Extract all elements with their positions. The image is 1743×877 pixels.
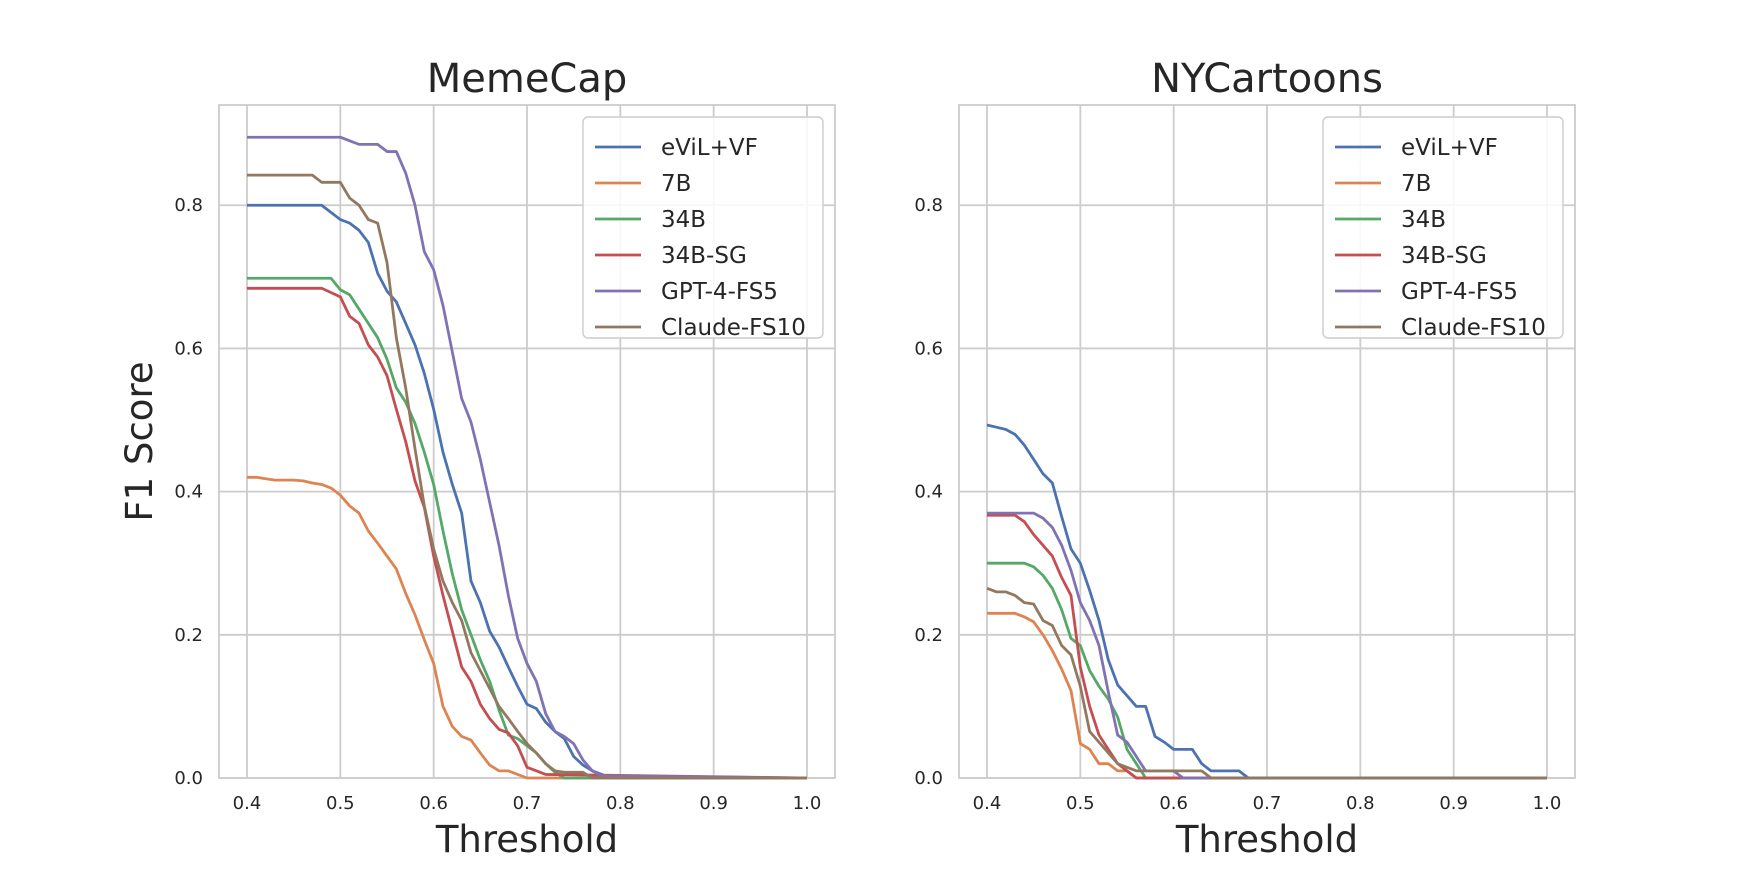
x-tick-label: 0.9 [699, 793, 728, 814]
x-tick-label: 0.7 [513, 793, 542, 814]
legend: eViL+VF 7B 34B 34B-SG GPT-4-FS5 Claude-FS10 [1322, 116, 1564, 341]
x-tick-label: 1.0 [793, 793, 822, 814]
y-tick-label: 0.4 [174, 482, 203, 503]
legend-label: 7B [1401, 171, 1431, 197]
legend-label: eViL+VF [1401, 135, 1498, 161]
legend-label: 34B-SG [1401, 243, 1487, 269]
x-tick-label: 0.5 [326, 793, 355, 814]
series-line-claude-fs10 [986, 586, 1547, 780]
x-tick-label: 0.8 [1346, 793, 1375, 814]
series-line-34b [987, 561, 1547, 780]
y-tick-label: 0.8 [174, 195, 203, 216]
x-axis-label: Threshold [435, 818, 618, 861]
legend: eViL+VF 7B 34B 34B-SG GPT-4-FS5 Claude-FS10 [582, 116, 824, 341]
x-tick-label: 0.4 [233, 793, 262, 814]
series-line-evil-vf [986, 423, 1547, 780]
y-tick-label: 0.8 [914, 195, 943, 216]
x-tick-label: 0.5 [1066, 793, 1095, 814]
legend-label: 34B [661, 207, 706, 233]
y-tick-label: 0.0 [914, 768, 943, 789]
legend-label: 34B [1401, 207, 1446, 233]
x-tick-label: 1.0 [1533, 793, 1562, 814]
y-axis-label: F1 Score [118, 361, 161, 521]
series-line-claude-fs10 [247, 173, 807, 780]
series-line-7b [987, 611, 1547, 780]
x-tick-label: 0.7 [1253, 793, 1282, 814]
series-line-gpt-4-fs5 [247, 135, 808, 780]
legend-label: 34B-SG [661, 243, 747, 269]
legend-label: eViL+VF [661, 135, 758, 161]
x-tick-label: 0.8 [606, 793, 635, 814]
y-tick-label: 0.2 [914, 625, 943, 646]
legend-label: 7B [661, 171, 691, 197]
series-line-7b [247, 475, 807, 780]
x-tick-label: 0.6 [1159, 793, 1188, 814]
x-axis-label: Threshold [1175, 818, 1358, 861]
chart-title: MemeCap [427, 56, 628, 102]
legend-label: Claude-FS10 [1401, 315, 1546, 341]
chart-memecap: 0.4 0.5 0.6 0.7 0.8 0.9 1.0 0.0 0.2 0.4 0.6 0.8 Meme… [118, 56, 836, 861]
y-tick-label: 0.6 [174, 338, 203, 359]
x-tick-label: 0.4 [973, 793, 1002, 814]
x-tick-label: 0.9 [1439, 793, 1468, 814]
chart-title: NYCartoons [1151, 56, 1383, 102]
legend-label: Claude-FS10 [661, 315, 806, 341]
y-tick-label: 0.6 [914, 338, 943, 359]
series-line-evil-vf [247, 203, 807, 780]
legend-label: GPT-4-FS5 [1401, 279, 1518, 305]
x-tick-label: 0.6 [419, 793, 448, 814]
series-line-34b-sg [247, 286, 808, 780]
chart-nycartoons: 0.4 0.5 0.6 0.7 0.8 0.9 1.0 0.0 0.2 0.4 0.6 0.8 NYCa… [914, 56, 1576, 861]
legend-box [582, 116, 824, 339]
legend-label: GPT-4-FS5 [661, 279, 778, 305]
legend-box [1322, 116, 1564, 339]
y-tick-label: 0.2 [174, 625, 203, 646]
series-line-34b-sg [987, 513, 1547, 780]
y-tick-label: 0.4 [914, 482, 943, 503]
y-tick-label: 0.0 [174, 768, 203, 789]
